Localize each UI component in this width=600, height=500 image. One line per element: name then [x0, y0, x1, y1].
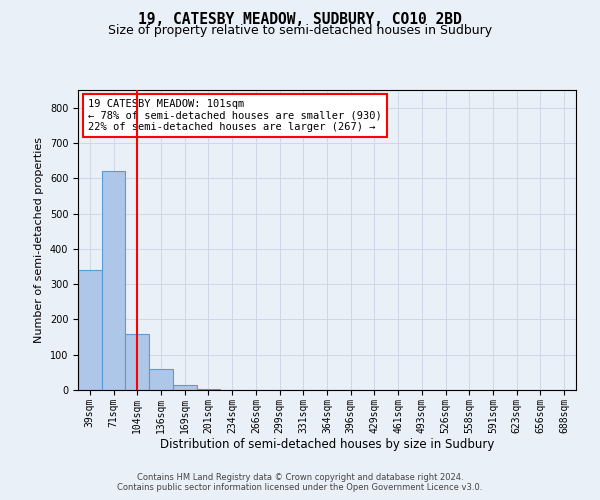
Bar — [102, 171, 125, 390]
Text: Contains HM Land Registry data © Crown copyright and database right 2024.
Contai: Contains HM Land Registry data © Crown c… — [118, 473, 482, 492]
Text: 19 CATESBY MEADOW: 101sqm
← 78% of semi-detached houses are smaller (930)
22% of: 19 CATESBY MEADOW: 101sqm ← 78% of semi-… — [88, 99, 382, 132]
Bar — [78, 270, 102, 390]
Text: 19, CATESBY MEADOW, SUDBURY, CO10 2BD: 19, CATESBY MEADOW, SUDBURY, CO10 2BD — [138, 12, 462, 28]
Bar — [125, 334, 149, 390]
Bar — [149, 369, 173, 390]
Text: Size of property relative to semi-detached houses in Sudbury: Size of property relative to semi-detach… — [108, 24, 492, 37]
Y-axis label: Number of semi-detached properties: Number of semi-detached properties — [34, 137, 44, 343]
Bar — [173, 384, 197, 390]
X-axis label: Distribution of semi-detached houses by size in Sudbury: Distribution of semi-detached houses by … — [160, 438, 494, 452]
